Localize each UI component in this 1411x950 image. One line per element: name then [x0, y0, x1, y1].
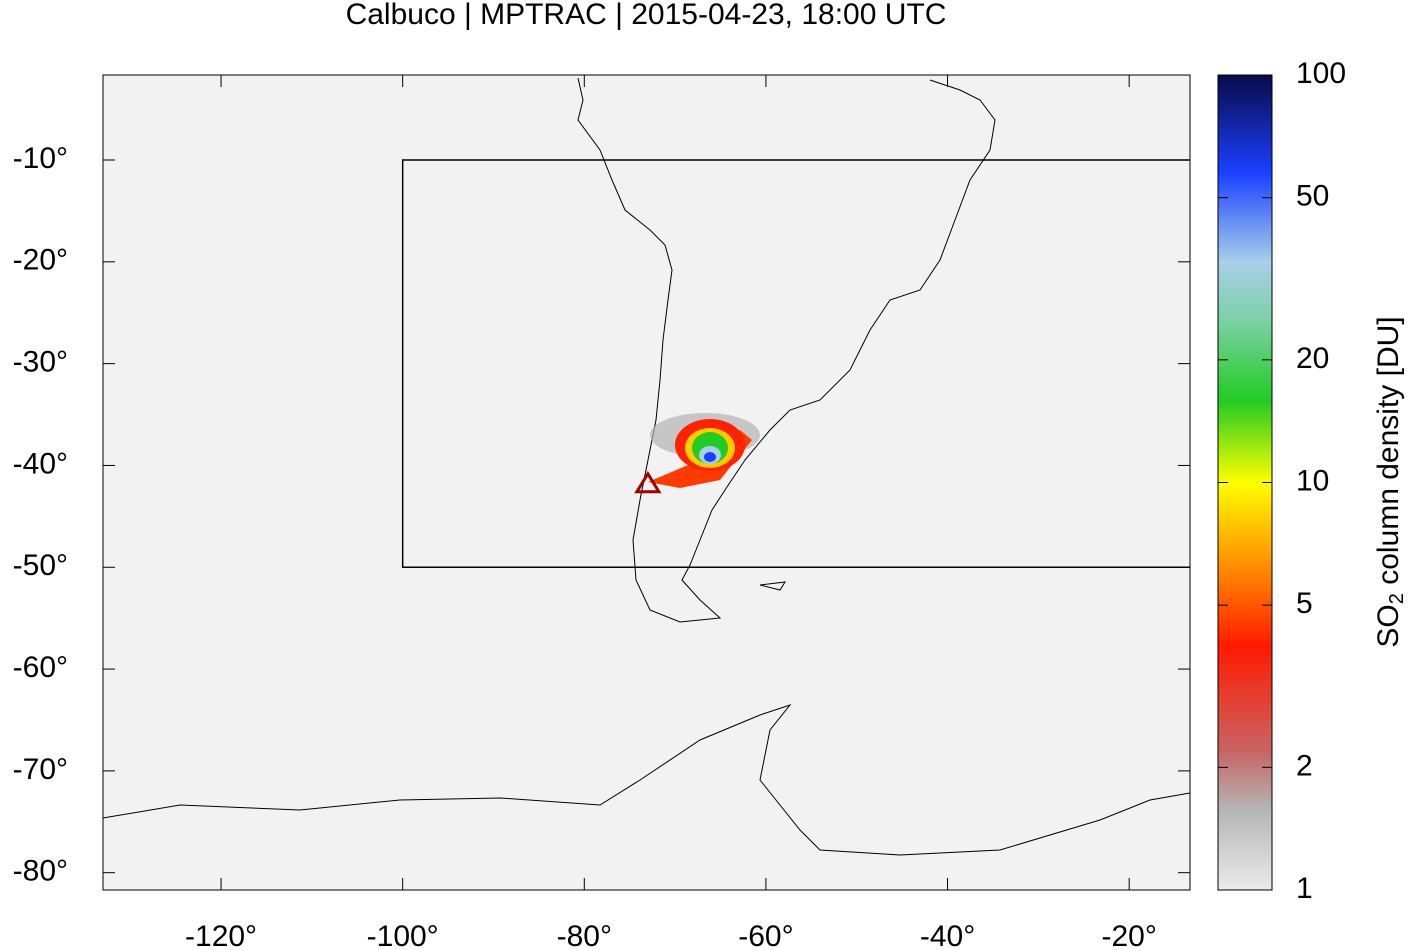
title: Calbuco | MPTRAC | 2015-04-23, 18:00 UTC	[346, 0, 947, 31]
colorbar-tick-label: 10	[1296, 464, 1329, 497]
map-area	[103, 75, 1190, 890]
x-tick-label: -80°	[557, 920, 612, 950]
y-tick-label: -60°	[13, 651, 68, 684]
colorbar-label: SO2 column density [DU]	[1372, 316, 1408, 647]
y-tick-label: -20°	[13, 244, 68, 277]
y-tick-label: -10°	[13, 142, 68, 175]
x-tick-label: -100°	[367, 920, 439, 950]
y-tick-label: -50°	[13, 549, 68, 582]
y-tick-label: -40°	[13, 447, 68, 480]
colorbar-label-part: SO	[1372, 604, 1405, 647]
colorbar-tick-label: 100	[1296, 57, 1346, 90]
colorbar-label-sub: 2	[1386, 593, 1408, 604]
y-tick-label: -70°	[13, 753, 68, 786]
colorbar-tick-label: 1	[1296, 872, 1313, 905]
falklands	[759, 581, 786, 591]
south-america-coast	[577, 77, 996, 623]
y-tick-label: -80°	[13, 855, 68, 888]
x-tick-label: -120°	[185, 920, 257, 950]
colorbar-tick-label: 5	[1296, 587, 1313, 620]
y-tick-label: -30°	[13, 346, 68, 379]
region-box	[401, 159, 1190, 569]
colorbar-label-part: column density [DU]	[1372, 316, 1405, 593]
x-tick-label: -20°	[1101, 920, 1156, 950]
coastlines	[102, 77, 1191, 856]
colorbar-tick-label: 20	[1296, 342, 1329, 375]
map-frame	[102, 74, 1191, 891]
colorbar-tick-label: 2	[1296, 749, 1313, 782]
volcano-marker	[634, 470, 662, 494]
x-tick-label: -40°	[920, 920, 975, 950]
antarctica-coast	[102, 703, 1191, 856]
x-tick-label: -60°	[738, 920, 793, 950]
colorbar-tick-label: 50	[1296, 180, 1329, 213]
so2-plume	[648, 413, 760, 488]
axes: -120° -100° -80° -60° -40° -20° -10° -20° -30° -4…	[13, 75, 1190, 950]
